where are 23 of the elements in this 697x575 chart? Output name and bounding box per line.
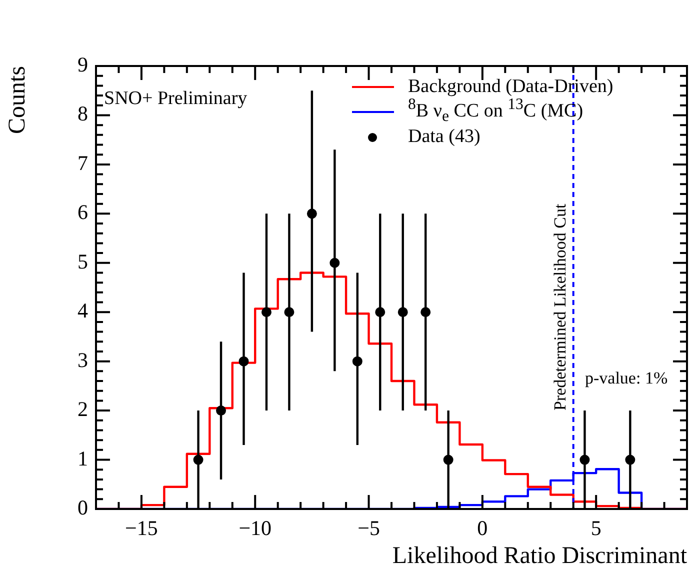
legend-label: $^{8}$B ν$_{e}$ CC on $^{13}$C (MC) xyxy=(408,96,584,127)
x-tick-label: −15 xyxy=(125,516,158,540)
y-tick-label: 4 xyxy=(78,298,88,323)
y-tick-label: 6 xyxy=(78,200,88,224)
x-tick-label: −5 xyxy=(358,516,380,540)
ref-line-label: Predetermined Likelihood Cut xyxy=(550,203,570,411)
y-tick-label: 3 xyxy=(78,348,88,372)
annotation: SNO+ Preliminary xyxy=(104,88,248,109)
y-tick-label: 0 xyxy=(78,496,88,520)
y-tick-label: 8 xyxy=(78,102,88,126)
legend-label: Background (Data-Driven) xyxy=(408,76,614,98)
y-tick-label: 2 xyxy=(78,397,88,422)
legend-label: Data (43) xyxy=(408,126,480,148)
annotation: p-value: 1% xyxy=(585,368,668,388)
y-axis-title: Counts xyxy=(4,66,31,134)
x-tick-label: 0 xyxy=(477,516,488,540)
y-tick-label: 9 xyxy=(78,52,88,77)
x-tick-label: −10 xyxy=(238,516,272,540)
y-tick-label: 1 xyxy=(78,446,88,470)
y-tick-label: 5 xyxy=(78,249,88,274)
x-axis-title: Likelihood Ratio Discriminant xyxy=(392,542,688,569)
x-tick-label: 5 xyxy=(590,516,602,540)
y-tick-label: 7 xyxy=(78,150,88,175)
